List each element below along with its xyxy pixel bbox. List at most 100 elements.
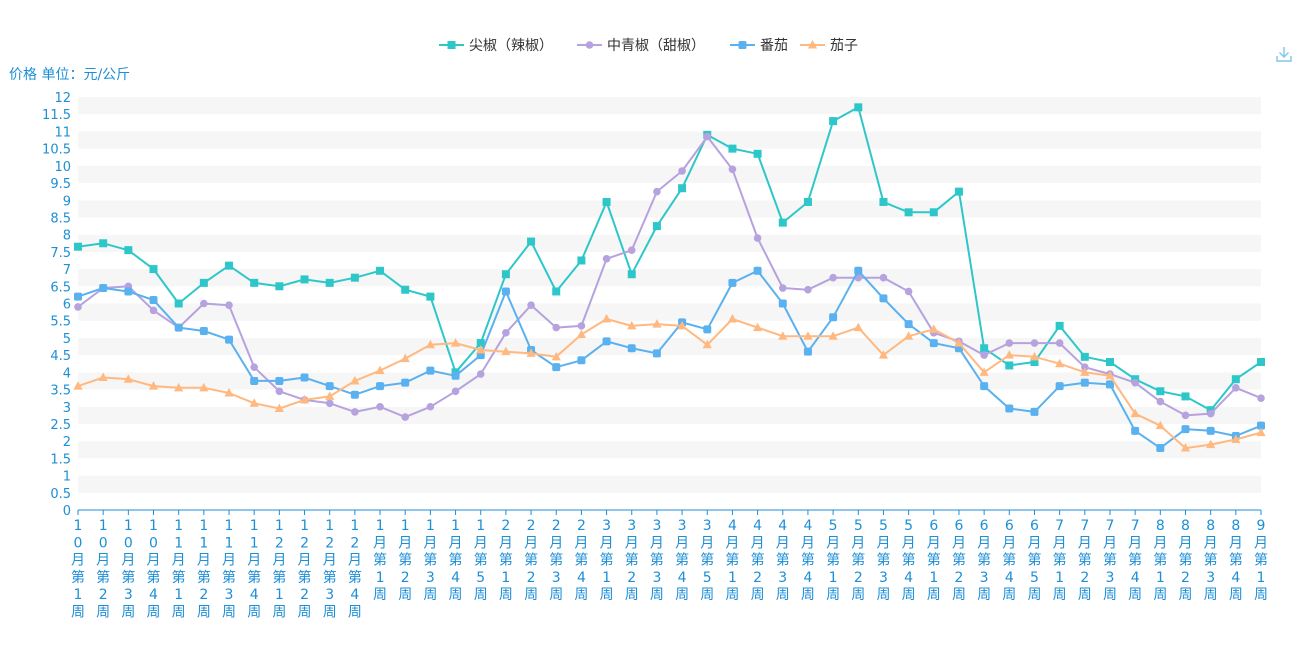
data-point[interactable] xyxy=(954,338,964,347)
data-point[interactable] xyxy=(1180,443,1191,452)
data-point[interactable] xyxy=(199,278,208,287)
data-point[interactable] xyxy=(577,256,586,265)
data-point[interactable] xyxy=(325,391,335,400)
data-point[interactable] xyxy=(1181,425,1190,434)
data-point[interactable] xyxy=(148,381,159,390)
data-point[interactable] xyxy=(275,282,284,291)
data-point[interactable] xyxy=(803,347,812,356)
data-point[interactable] xyxy=(527,301,535,310)
data-point[interactable] xyxy=(376,266,385,275)
data-point[interactable] xyxy=(325,382,334,391)
data-point[interactable] xyxy=(878,350,889,359)
data-point[interactable] xyxy=(678,184,687,193)
data-point[interactable] xyxy=(1156,387,1165,396)
data-point[interactable] xyxy=(577,322,586,330)
data-point[interactable] xyxy=(552,287,561,296)
data-point[interactable] xyxy=(1257,394,1265,402)
data-point[interactable] xyxy=(1005,339,1014,347)
data-point[interactable] xyxy=(627,270,636,279)
data-point[interactable] xyxy=(1055,382,1064,391)
data-point[interactable] xyxy=(1231,375,1240,384)
data-point[interactable] xyxy=(602,337,611,346)
data-point[interactable] xyxy=(853,322,863,332)
data-point[interactable] xyxy=(425,339,435,349)
legend-item[interactable]: 番茄 xyxy=(730,37,788,54)
data-point[interactable] xyxy=(1105,380,1114,389)
data-point[interactable] xyxy=(728,165,737,174)
data-point[interactable] xyxy=(350,273,359,282)
data-point[interactable] xyxy=(149,265,158,274)
data-point[interactable] xyxy=(350,390,359,399)
data-point[interactable] xyxy=(727,313,738,323)
data-point[interactable] xyxy=(803,197,812,206)
data-point[interactable] xyxy=(1256,427,1266,437)
data-point[interactable] xyxy=(451,371,460,380)
data-point[interactable] xyxy=(149,296,158,305)
data-point[interactable] xyxy=(678,167,686,175)
data-point[interactable] xyxy=(627,246,636,254)
data-point[interactable] xyxy=(552,363,561,372)
data-point[interactable] xyxy=(174,382,184,392)
data-point[interactable] xyxy=(1181,411,1190,420)
data-point[interactable] xyxy=(778,331,788,340)
data-point[interactable] xyxy=(752,322,763,332)
data-point[interactable] xyxy=(753,149,762,158)
data-point[interactable] xyxy=(376,402,384,411)
data-point[interactable] xyxy=(979,367,989,376)
data-point[interactable] xyxy=(778,299,787,308)
legend-item[interactable]: 中青椒（甜椒） xyxy=(577,38,705,54)
data-point[interactable] xyxy=(1156,397,1165,406)
data-point[interactable] xyxy=(854,103,863,112)
data-point[interactable] xyxy=(99,239,108,248)
data-point[interactable] xyxy=(1029,351,1040,361)
data-point[interactable] xyxy=(1155,420,1165,430)
data-point[interactable] xyxy=(728,144,737,153)
data-point[interactable] xyxy=(677,320,687,330)
data-point[interactable] xyxy=(1055,321,1064,330)
data-point[interactable] xyxy=(728,278,737,287)
data-point[interactable] xyxy=(299,394,310,404)
data-point[interactable] xyxy=(74,242,82,251)
data-point[interactable] xyxy=(1055,358,1065,368)
data-point[interactable] xyxy=(300,275,309,284)
data-point[interactable] xyxy=(929,339,938,348)
data-point[interactable] xyxy=(250,363,258,371)
data-point[interactable] xyxy=(879,197,888,206)
data-point[interactable] xyxy=(476,339,485,348)
data-point[interactable] xyxy=(551,351,561,361)
data-point[interactable] xyxy=(552,323,561,332)
data-point[interactable] xyxy=(98,372,108,381)
data-point[interactable] xyxy=(275,376,284,385)
data-point[interactable] xyxy=(1004,350,1014,359)
data-point[interactable] xyxy=(74,303,82,311)
data-point[interactable] xyxy=(904,208,913,217)
data-point[interactable] xyxy=(350,375,360,385)
data-point[interactable] xyxy=(1030,358,1039,367)
data-point[interactable] xyxy=(1005,404,1014,413)
data-point[interactable] xyxy=(225,335,234,344)
data-point[interactable] xyxy=(250,278,259,287)
data-point[interactable] xyxy=(174,299,183,308)
data-point[interactable] xyxy=(829,313,838,322)
data-point[interactable] xyxy=(652,319,662,328)
data-point[interactable] xyxy=(124,287,133,296)
data-point[interactable] xyxy=(401,378,410,387)
data-point[interactable] xyxy=(1206,409,1215,418)
data-point[interactable] xyxy=(702,339,712,349)
data-point[interactable] xyxy=(576,329,587,338)
data-point[interactable] xyxy=(804,285,812,294)
data-point[interactable] xyxy=(601,313,612,323)
data-point[interactable] xyxy=(1232,384,1240,392)
data-point[interactable] xyxy=(174,323,183,332)
data-point[interactable] xyxy=(426,292,435,301)
data-point[interactable] xyxy=(401,413,410,421)
data-point[interactable] xyxy=(1081,363,1089,371)
data-point[interactable] xyxy=(828,331,838,340)
data-point[interactable] xyxy=(1131,426,1140,435)
data-point[interactable] xyxy=(577,356,586,365)
data-point[interactable] xyxy=(200,299,208,308)
data-point[interactable] xyxy=(224,387,234,397)
data-point[interactable] xyxy=(249,398,259,407)
data-point[interactable] xyxy=(980,344,989,353)
data-point[interactable] xyxy=(300,373,309,382)
